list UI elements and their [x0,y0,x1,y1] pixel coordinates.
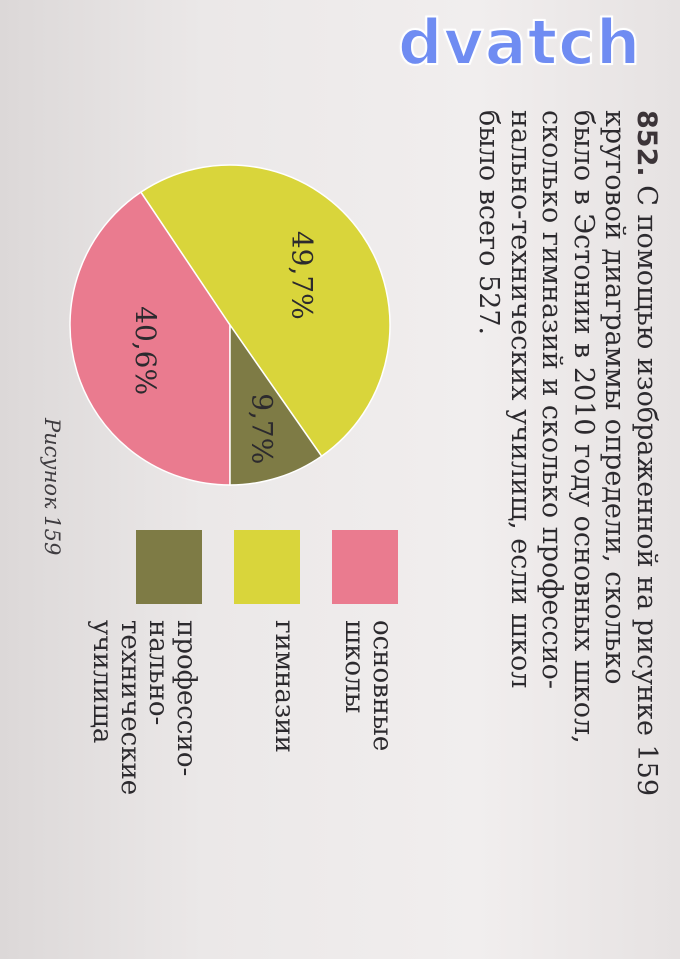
legend-swatch-vocational-schools [136,530,202,604]
problem-line-1: 852. С помощью изображенной на рисунке 1… [631,110,662,797]
problem-number: 852. [631,110,662,177]
problem-line-3: было в Эстонии в 2010 году основных школ… [568,110,599,744]
problem-line-5: нально-технических училищ, если школ [505,110,536,689]
pie-label-vocational-schools: 9,7% [246,393,279,464]
problem-line-4: сколько гимназий и сколько профессио- [536,110,568,690]
legend-swatch-gymnasiums [234,530,300,604]
pie-label-basic-schools: 40,6% [129,306,162,395]
pie-slice-basic-schools [69,191,231,486]
problem-line-2: круговой диаграммы определи, сколько [599,110,631,685]
problem-line-6: было всего 527. [473,110,505,336]
pie-slice-gymnasiums [139,164,391,458]
pie-slice-vocational-schools [229,322,323,486]
legend-label-vocational-schools: профессио- нально- технические училища [87,620,201,796]
pie-chart: 40,6% 49,7% 9,7% [69,164,391,486]
figure-caption: Рисунок 159 [40,418,64,556]
legend-label-gymnasiums: гимназии [269,620,299,753]
problem-text: 852. С помощью изображенной на рисунке 1… [473,110,663,930]
watermark-logo: dvatch [397,5,642,80]
legend-label-basic-schools: основные школы [339,620,397,752]
legend-swatch-basic-schools [332,530,398,604]
pie-label-gymnasiums: 49,7% [286,231,319,320]
